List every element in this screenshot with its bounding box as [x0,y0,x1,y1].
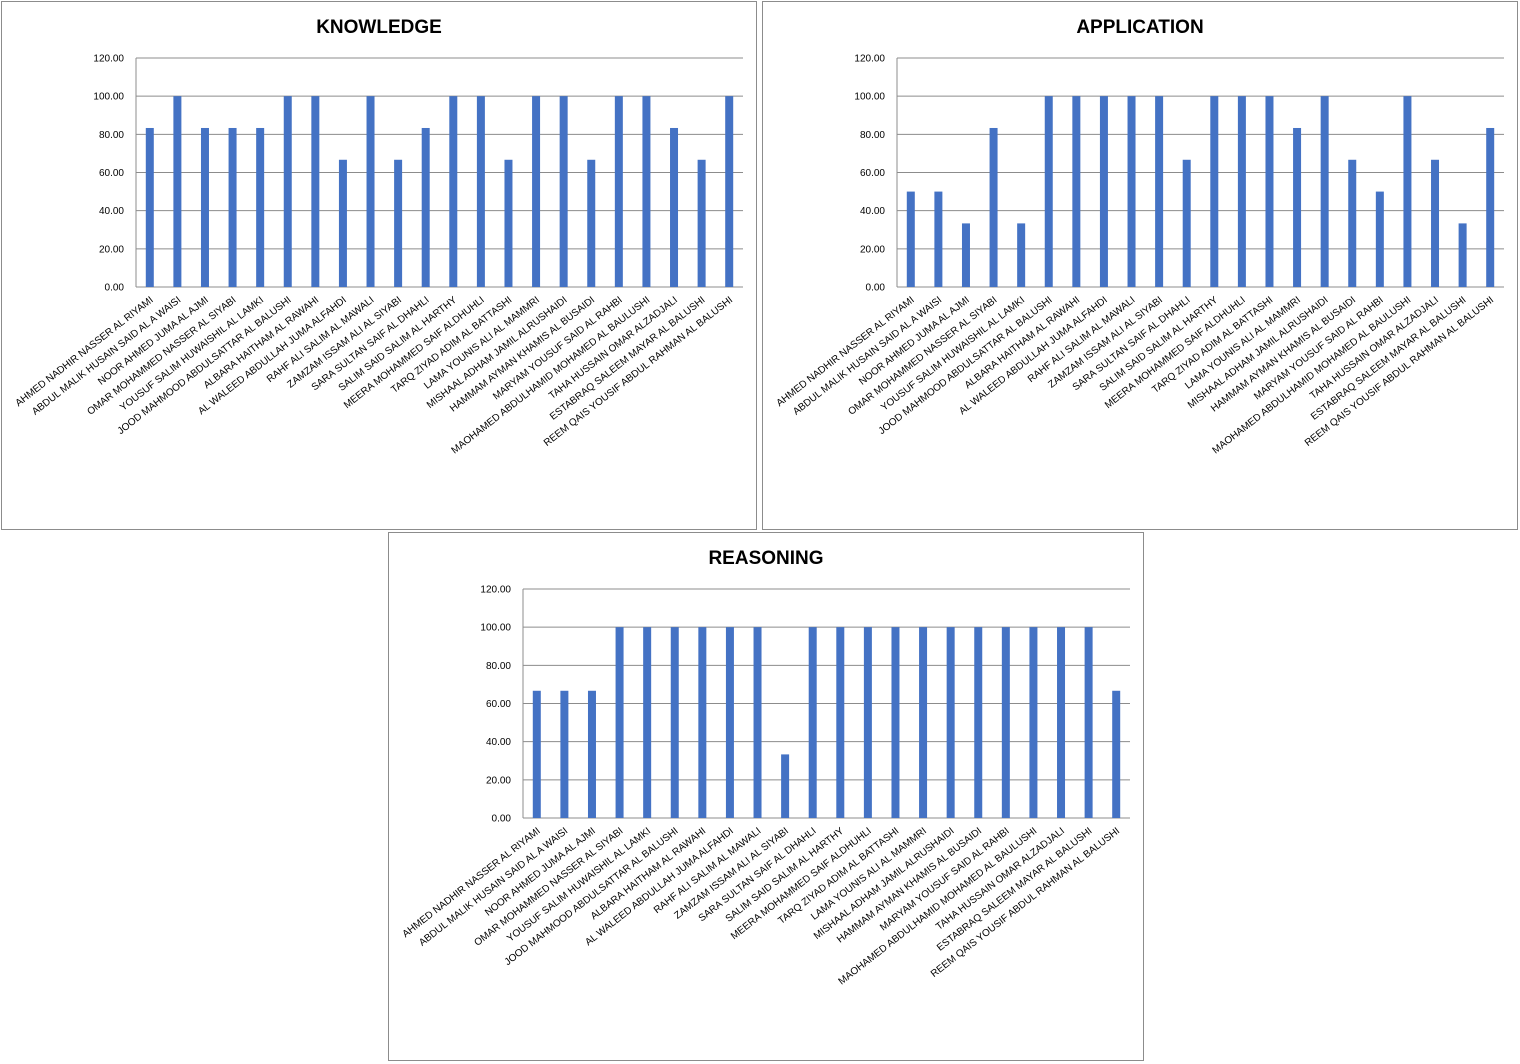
bar [642,96,651,288]
y-tick-label: 20.00 [486,775,511,786]
bar [1017,223,1026,287]
bar [670,627,679,818]
bar [476,96,485,288]
bar [421,127,430,288]
chart-title: APPLICATION [1076,17,1203,38]
bar [725,96,734,288]
bar [1001,627,1010,818]
bar [615,627,624,818]
bar [200,127,209,288]
bar [1293,127,1302,288]
y-tick-label: 60.00 [860,168,885,179]
bar [961,223,970,287]
bar [974,627,983,818]
bar [338,159,347,287]
bar [698,627,707,818]
bar [1375,191,1384,287]
y-tick-label: 100.00 [93,92,124,103]
bar [1431,159,1440,287]
bar [808,627,817,818]
y-tick-label: 120.00 [854,54,885,65]
y-tick-label: 80.00 [99,130,124,141]
y-tick-label: 40.00 [860,206,885,217]
bar [697,159,706,287]
bar [145,127,154,288]
bar [989,127,998,288]
y-tick-label: 60.00 [486,699,511,710]
y-tick-label: 20.00 [860,244,885,255]
bar [559,96,568,288]
bar [614,96,623,288]
panel [1,1,757,530]
y-tick-label: 0.00 [866,283,886,294]
bar [946,627,955,818]
bar [1072,96,1081,288]
bar [311,96,320,288]
bar [1320,96,1329,288]
y-tick-label: 120.00 [93,54,124,65]
bar [587,159,596,287]
bar [1348,159,1357,287]
chart-title: REASONING [708,548,823,569]
bar [1155,96,1164,288]
bar [1182,159,1191,287]
panel [762,1,1518,530]
bar [643,627,652,818]
bar [919,627,928,818]
bar [1112,690,1121,818]
bar [560,690,569,818]
bar [934,191,943,287]
y-tick-label: 100.00 [854,92,885,103]
bar [1099,96,1108,288]
bar [1210,96,1219,288]
y-tick-label: 120.00 [480,585,511,596]
chart-title: KNOWLEDGE [316,17,442,38]
bar [228,127,237,288]
y-tick-label: 100.00 [480,623,511,634]
bar [1029,627,1038,818]
bar [1237,96,1246,288]
bar [1044,96,1053,288]
y-tick-label: 40.00 [486,737,511,748]
bar [1057,627,1066,818]
bar [173,96,182,288]
bar [725,627,734,818]
bar [1084,627,1093,818]
bar [1265,96,1274,288]
bar [394,159,403,287]
bar [891,627,900,818]
bar [283,96,292,288]
bar [587,690,596,818]
bar [1458,223,1467,287]
bar [256,127,265,288]
bar [863,627,872,818]
bar [1127,96,1136,288]
bar [449,96,458,288]
bar [1403,96,1412,288]
y-tick-label: 20.00 [99,244,124,255]
y-tick-label: 80.00 [486,661,511,672]
bar [836,627,845,818]
bar [1486,127,1495,288]
bar [366,96,375,288]
y-tick-label: 80.00 [860,130,885,141]
bar [670,127,679,288]
bar [753,627,762,818]
bar [906,191,915,287]
y-tick-label: 40.00 [99,206,124,217]
y-tick-label: 60.00 [99,168,124,179]
bar [532,96,541,288]
y-tick-label: 0.00 [105,283,125,294]
bar [781,754,790,818]
panel [388,532,1144,1061]
bar [504,159,513,287]
y-tick-label: 0.00 [492,814,512,825]
bar [532,690,541,818]
